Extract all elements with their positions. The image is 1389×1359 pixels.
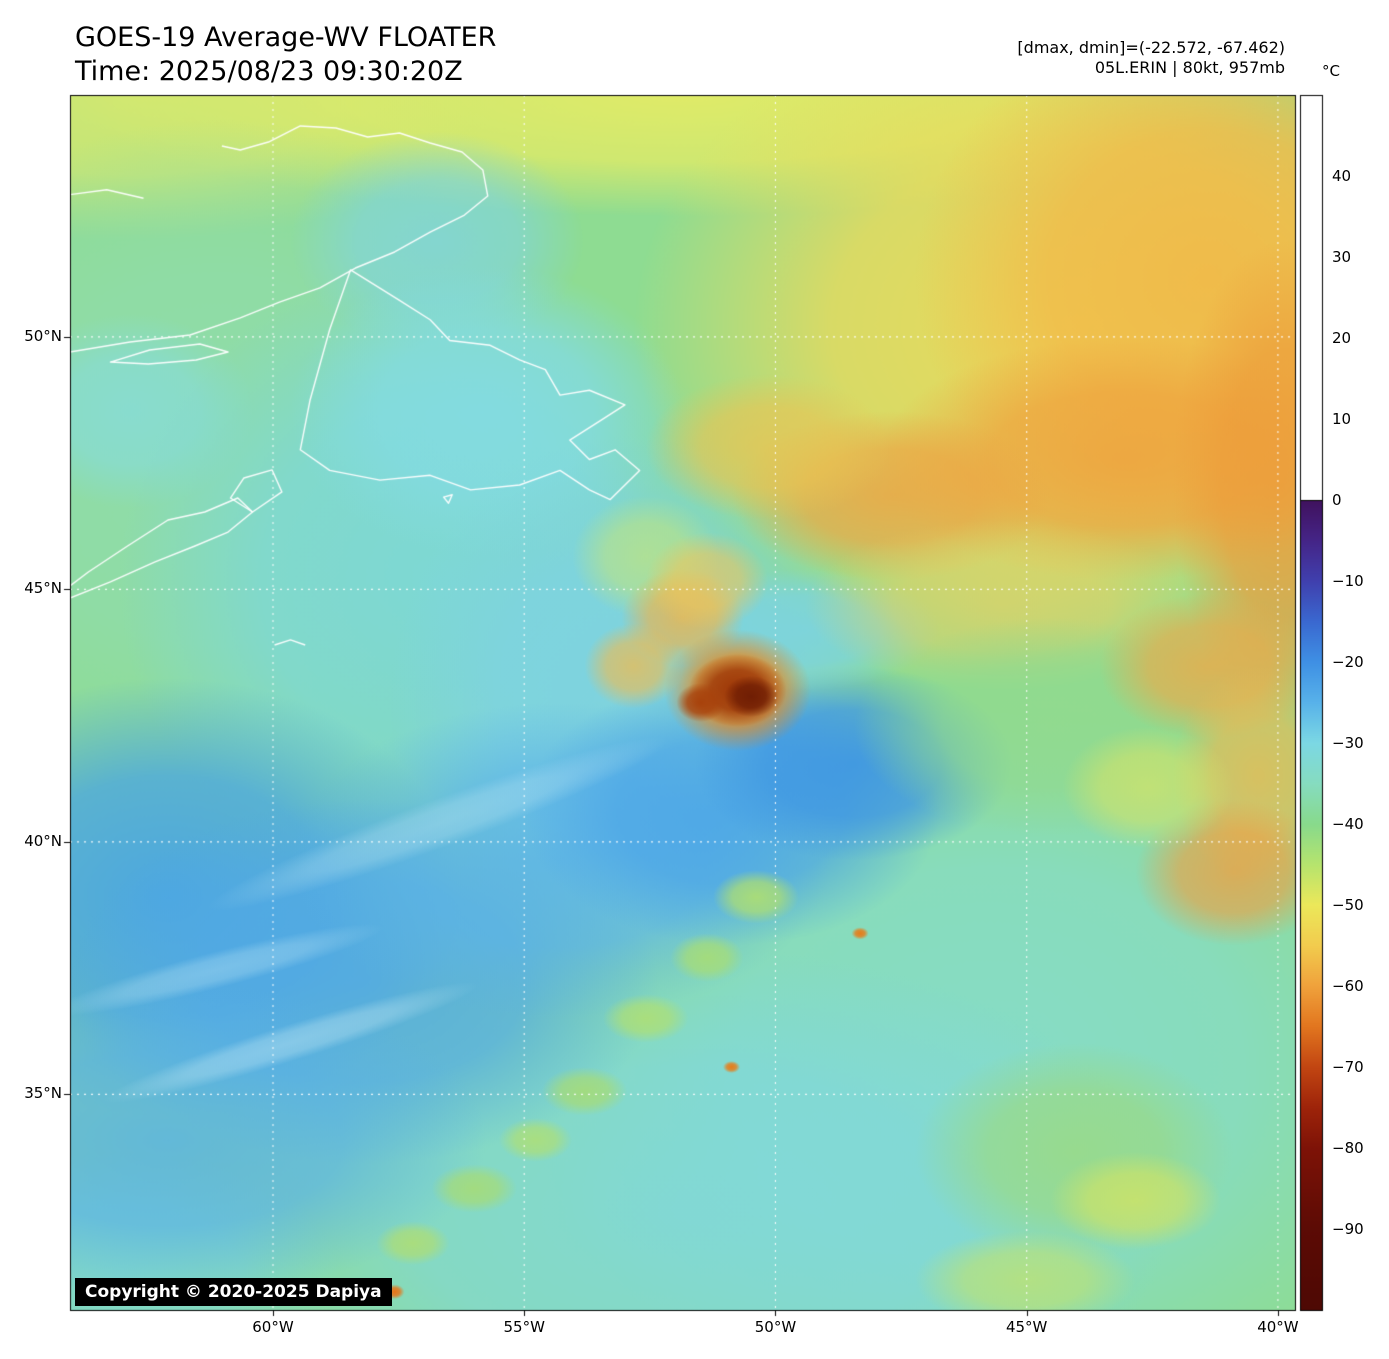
lat-tick-label: 35°N bbox=[24, 1084, 62, 1103]
colorbar-tick-label: −20 bbox=[1332, 653, 1364, 671]
colorbar-tick-label: 40 bbox=[1332, 167, 1352, 185]
dmax-dmin-readout: [dmax, dmin]=(-22.572, -67.462) bbox=[1017, 38, 1285, 57]
colorbar-tick-label: −70 bbox=[1332, 1058, 1364, 1076]
figure-timestamp: Time: 2025/08/23 09:30:20Z bbox=[75, 56, 463, 87]
lat-tick-label: 40°N bbox=[24, 831, 62, 850]
storm-readout: 05L.ERIN | 80kt, 957mb bbox=[1094, 58, 1285, 77]
lon-tick-label: 50°W bbox=[754, 1318, 797, 1336]
colorbar-tick-label: −60 bbox=[1332, 977, 1364, 995]
colorbar-tick-label: −40 bbox=[1332, 815, 1364, 833]
lat-tick-label: 50°N bbox=[24, 326, 62, 345]
lon-tick-label: 55°W bbox=[503, 1318, 545, 1336]
colorbar-tick-label: −50 bbox=[1332, 896, 1364, 914]
lon-tick-label: 40°W bbox=[1257, 1318, 1299, 1336]
colorbar-unit-label: °C bbox=[1322, 62, 1340, 80]
colorbar-tick-label: 30 bbox=[1332, 248, 1352, 266]
colorbar-tick-label: −80 bbox=[1332, 1139, 1364, 1157]
colorbar-tick-label: −90 bbox=[1332, 1220, 1364, 1238]
copyright-badge: Copyright © 2020-2025 Dapiya bbox=[75, 1278, 392, 1306]
header-info: [dmax, dmin]=(-22.572, -67.462) 05L.ERIN… bbox=[1017, 38, 1285, 78]
lon-tick-label: 60°W bbox=[252, 1318, 294, 1336]
colorbar-tick-label: −10 bbox=[1332, 572, 1364, 590]
colorbar-tick-label: 20 bbox=[1332, 329, 1352, 347]
colorbar-tick-label: 10 bbox=[1332, 410, 1352, 428]
colorbar-tick-label: −30 bbox=[1332, 734, 1364, 752]
lon-tick-label: 45°W bbox=[1005, 1318, 1048, 1336]
colorbar-tick-label: 0 bbox=[1332, 491, 1342, 509]
figure-title: GOES-19 Average-WV FLOATER bbox=[75, 22, 497, 53]
lat-tick-label: 45°N bbox=[24, 579, 62, 598]
